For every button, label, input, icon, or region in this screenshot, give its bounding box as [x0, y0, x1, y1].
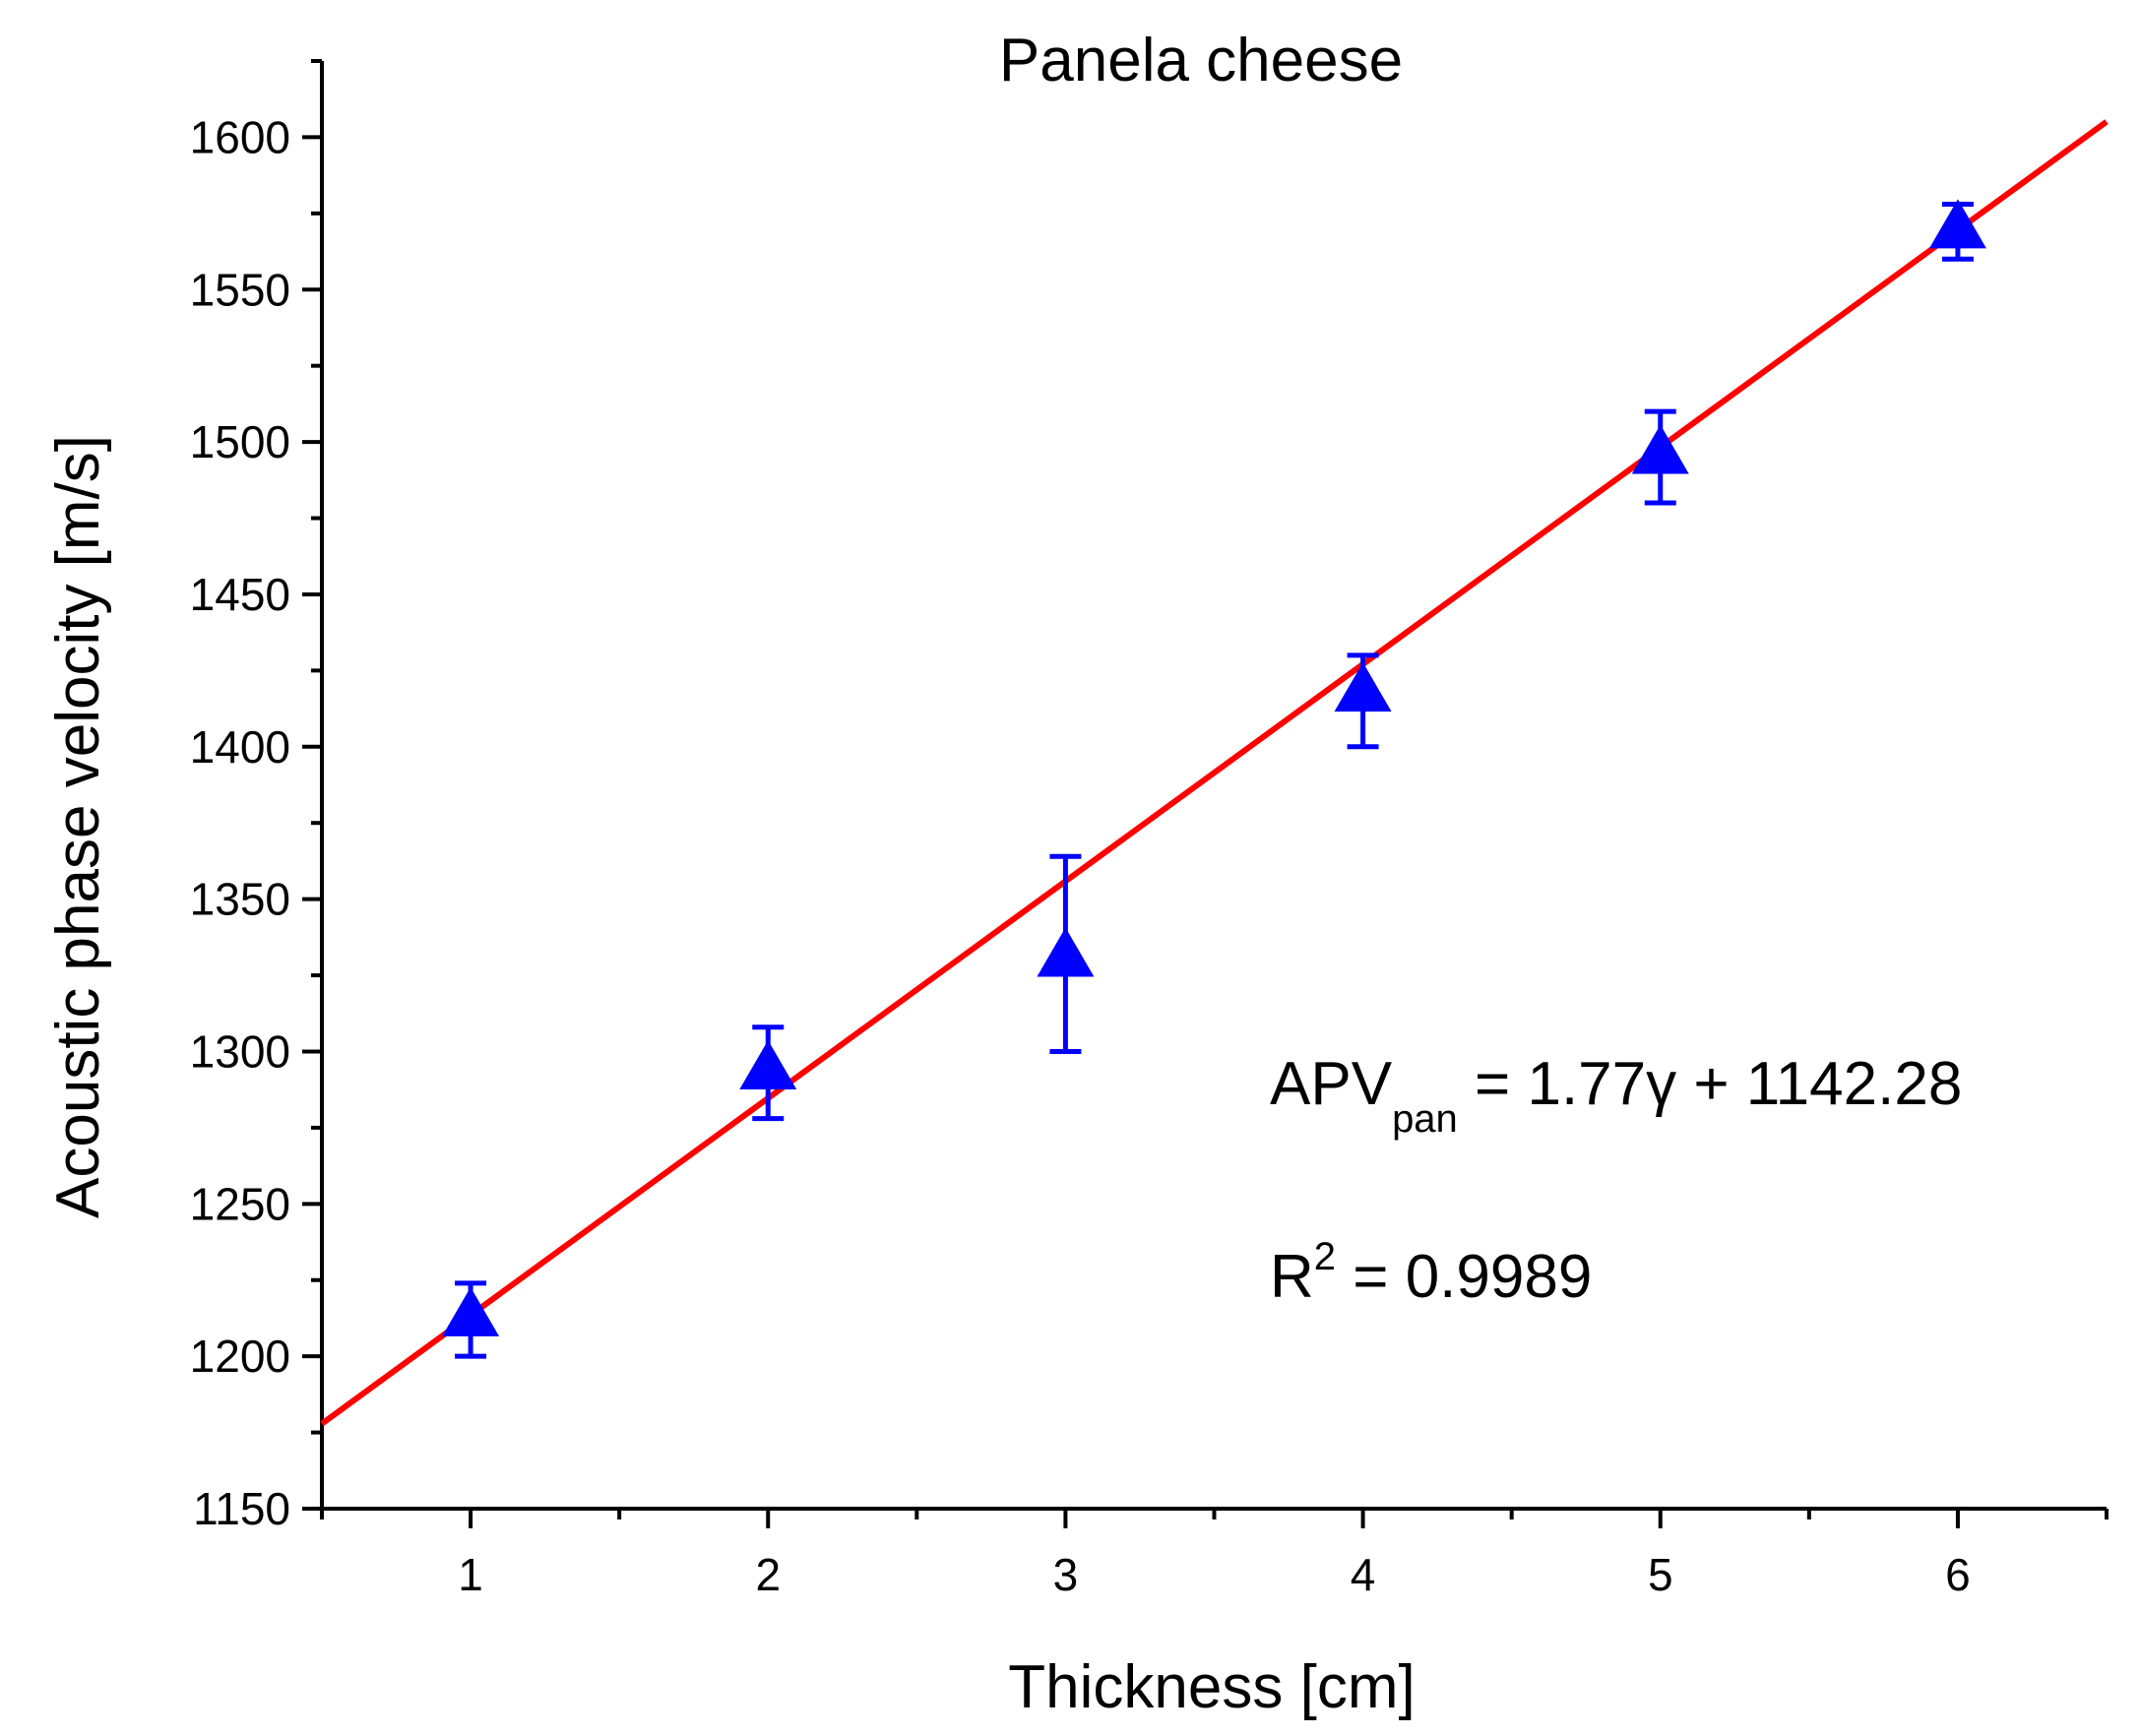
- fit-line-layer: [320, 119, 2109, 1427]
- fit-equation-subscript: pan: [1392, 1097, 1458, 1141]
- x-tick-label: 5: [1648, 1549, 1673, 1600]
- r-squared-value: = 0.9989: [1336, 1243, 1592, 1311]
- x-axis-title: Thickness [cm]: [1008, 1653, 1415, 1721]
- y-tick-label: 1600: [190, 111, 290, 162]
- data-point-triangle: [1334, 662, 1392, 713]
- y-tick-label: 1350: [190, 874, 290, 925]
- r-squared-label: R: [1270, 1243, 1314, 1311]
- x-tick-label: 3: [1053, 1549, 1079, 1600]
- r-squared: R2 = 0.9989: [1270, 1235, 1592, 1311]
- x-tick-label: 6: [1945, 1549, 1971, 1600]
- y-tick-label: 1450: [190, 569, 290, 620]
- chart-title: Panela cheese: [999, 27, 1403, 94]
- fit-equation: APVpan = 1.77γ + 1142.28: [1270, 1050, 1962, 1141]
- fit-line: [320, 119, 2109, 1427]
- y-tick-label: 1150: [193, 1483, 290, 1534]
- y-tick-label: 1400: [190, 721, 290, 773]
- y-tick-label: 1250: [190, 1178, 290, 1229]
- r-squared-superscript: 2: [1314, 1235, 1336, 1278]
- y-tick-label: 1550: [190, 264, 290, 315]
- x-tick-label: 2: [755, 1549, 781, 1600]
- data-point-triangle: [1928, 199, 1986, 249]
- axes: 1150 1200 1250 1300 1350 1400 1450 1500 1550 1600…: [190, 59, 2109, 1600]
- y-tick-label: 1300: [190, 1025, 290, 1077]
- data-point-triangle: [739, 1040, 797, 1090]
- y-tick-label: 1500: [190, 416, 290, 467]
- data-points-layer: [442, 199, 1986, 1359]
- x-tick-label: 1: [458, 1549, 483, 1600]
- y-tick-label: 1200: [190, 1331, 290, 1382]
- fit-equation-main: APV: [1270, 1050, 1393, 1118]
- y-axis-title: Acoustic phase velocity [m/s]: [44, 435, 112, 1218]
- data-point-triangle: [442, 1286, 500, 1336]
- fit-equation-rest: = 1.77γ + 1142.28: [1458, 1050, 1963, 1118]
- x-tick-label: 4: [1351, 1549, 1376, 1600]
- data-point-triangle: [1037, 927, 1095, 977]
- data-point-triangle: [1631, 424, 1689, 474]
